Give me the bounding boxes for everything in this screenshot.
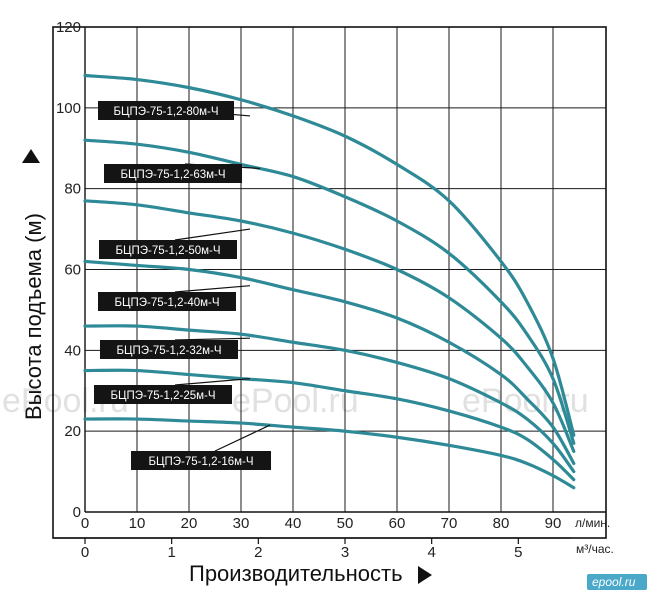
curve-7 [83,417,576,490]
series-label: БЦПЭ-75-1,2-80м-Ч [113,106,218,118]
curve-6 [83,368,576,482]
series-label-box [131,451,271,470]
y-tick-label: 100 [56,100,81,117]
y-tick-label: 60 [64,262,81,279]
label-leader-line [174,337,251,341]
series-label: БЦПЭ-75-1,2-25м-Ч [110,390,215,402]
series-label: БЦПЭ-75-1,2-50м-Ч [115,245,220,257]
series-label-box [94,385,232,404]
label-leader-line [174,285,251,293]
x2-tick-labels: 0 1 2 3 4 5 [81,538,523,561]
curve-3 [83,199,576,453]
x-unit-label: л/мин. [575,516,610,530]
x-axis-title: Производительность [189,561,403,586]
x2-tick-label: 4 [427,544,435,561]
series-label: БЦПЭ-75-1,2-40м-Ч [114,297,219,309]
series-label-box [99,240,237,259]
series-label: БЦПЭ-75-1,2-16м-Ч [148,456,253,468]
x-tick-label: 10 [129,515,146,532]
curve-2 [83,138,576,445]
brand-logo [587,574,647,590]
x2-unit-label: м³/час. [576,542,614,556]
series-label-box [104,164,242,183]
watermark: ePool.ru [232,382,359,420]
series-label: БЦПЭ-75-1,2-32м-Ч [116,345,221,357]
y-tick-labels: 0 20 40 60 80 100 120 [56,19,81,521]
y-tick-label: 40 [64,342,81,359]
y-arrow-icon [22,149,40,163]
curve-5 [83,324,576,474]
x-tick-label: 0 [81,515,89,532]
curve-4 [83,259,576,466]
series-labels: БЦПЭ-75-1,2-80м-Ч БЦПЭ-75-1,2-63м-Ч БЦПЭ-7… [94,101,271,470]
x-tick-label: 50 [337,515,354,532]
x-tick-label: 90 [545,515,562,532]
x2-tick-label: 3 [341,544,349,561]
x-tick-labels: 0 10 20 30 40 50 60 70 80 90 [81,515,562,532]
y-tick-label: 20 [64,423,81,440]
label-leader-line [174,228,251,241]
x-tick-label: 40 [285,515,302,532]
brand-logo-text: epool.ru [592,575,636,589]
x2-tick-label: 1 [167,544,175,561]
x2-tick-label: 2 [254,544,262,561]
x2-tick-label: 5 [514,544,522,561]
series-label: БЦПЭ-75-1,2-63м-Ч [120,169,225,181]
x-arrow-icon [418,566,432,584]
x-tick-label: 60 [389,515,406,532]
curve-1 [83,73,576,437]
label-leader-line [214,424,271,452]
y-tick-label: 80 [64,181,81,198]
series-label-box [100,340,238,359]
x-tick-label: 80 [493,515,510,532]
series-label-box [98,292,236,311]
y-axis-title: Высота подъема (м) [21,213,46,420]
x2-tick-label: 0 [81,544,89,561]
y-tick-label: 0 [73,504,81,521]
x-tick-label: 30 [233,515,250,532]
performance-curves [83,73,576,490]
label-leader-line [174,378,251,386]
x-tick-label: 70 [441,515,458,532]
y-tick-label: 120 [56,19,81,36]
x-tick-label: 20 [181,515,198,532]
series-label-box [98,101,234,120]
